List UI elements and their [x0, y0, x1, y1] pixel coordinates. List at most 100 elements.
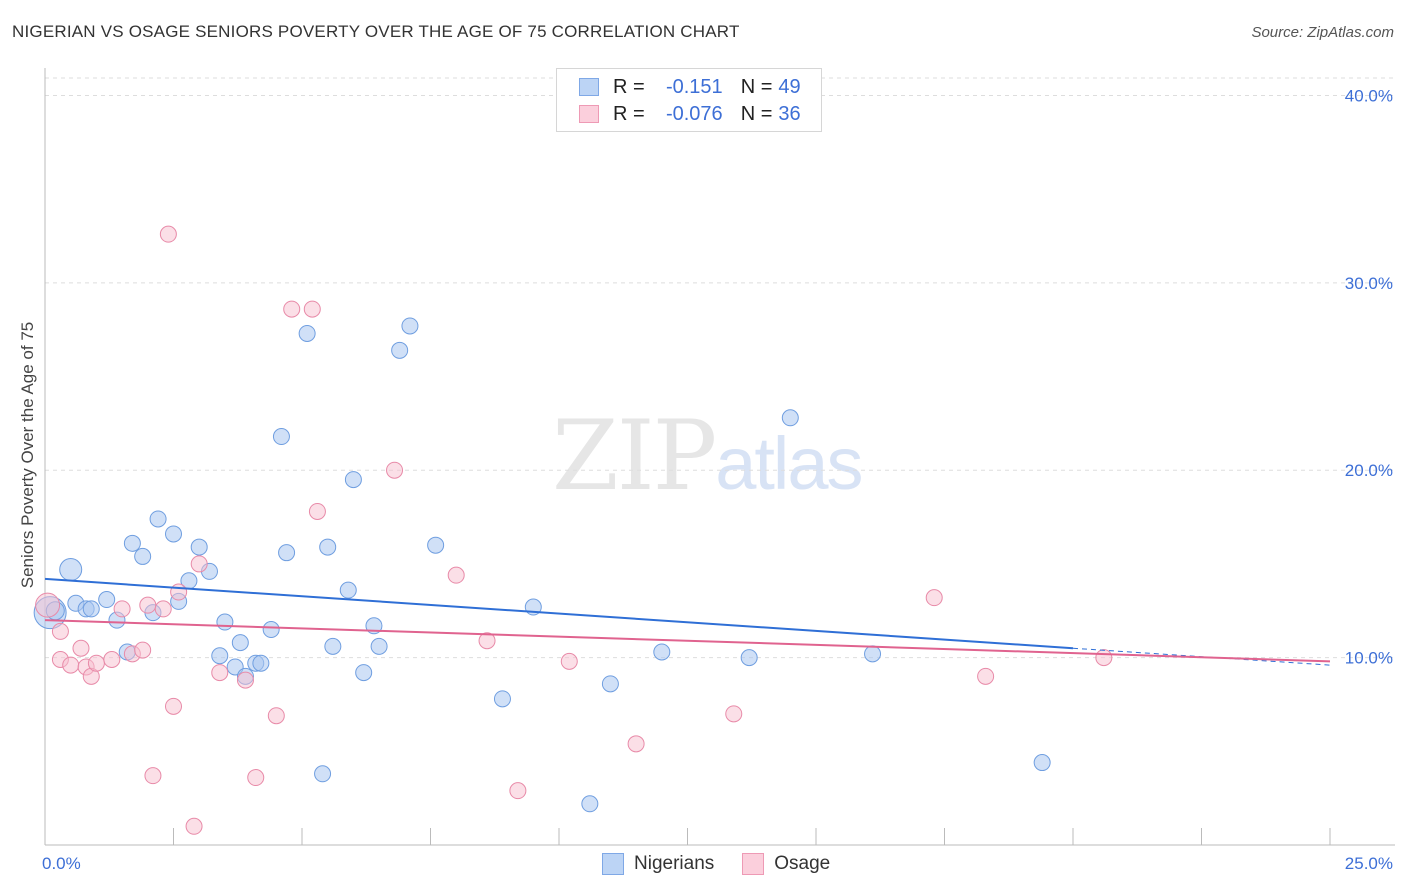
osage-point	[113, 600, 131, 618]
osage-point	[627, 735, 645, 753]
axes	[44, 68, 1395, 846]
chart-title: NIGERIAN VS OSAGE SENIORS POVERTY OVER T…	[12, 22, 740, 41]
osage-point	[478, 632, 496, 650]
r-label: R =	[613, 75, 645, 98]
legend-label: Nigerians	[634, 853, 715, 874]
nigerians-point	[740, 649, 758, 667]
stats-row-nigerians: R = -0.151 N = 49	[579, 74, 801, 100]
r-label: R =	[613, 102, 645, 125]
nigerians-points	[33, 317, 1051, 813]
osage-points	[35, 225, 1113, 835]
osage-point	[139, 596, 157, 614]
nigerians-point	[314, 765, 332, 783]
nigerians-point	[98, 591, 116, 609]
series-legend: Nigerians Osage	[602, 851, 858, 877]
n-label: N =	[740, 75, 773, 98]
nigerians-point	[82, 600, 100, 618]
nigerians-point	[262, 621, 280, 639]
osage-point	[51, 622, 69, 640]
stats-legend: R = -0.151 N = 49 R = -0.076 N = 36	[556, 68, 822, 132]
y-tick-label: 20.0%	[1345, 461, 1393, 480]
osage-point	[725, 705, 743, 723]
nigerians-point	[319, 538, 337, 556]
osage-point	[87, 654, 105, 672]
nigerians-point	[781, 409, 799, 427]
osage-point	[134, 641, 152, 659]
x-tick-labels: 0.0% 25.0%	[42, 854, 1393, 873]
nigerians-point	[252, 654, 270, 672]
osage-point	[103, 650, 121, 668]
osage-point	[386, 461, 404, 479]
n-value: 49	[778, 75, 801, 98]
y-tick-label: 30.0%	[1345, 274, 1393, 293]
osage-point	[303, 300, 321, 318]
nigerians-point	[355, 664, 373, 682]
nigerians-point	[298, 324, 316, 342]
osage-point	[925, 589, 943, 607]
nigerians-point	[864, 645, 882, 663]
nigerians-point	[653, 643, 671, 661]
nigerians-point	[324, 637, 342, 655]
osage-point	[185, 817, 203, 835]
r-value: -0.151	[665, 75, 723, 98]
nigerians-point	[427, 536, 445, 554]
nigerians-point	[339, 581, 357, 599]
nigerians-swatch	[602, 853, 624, 875]
y-tick-labels: 10.0% 20.0% 30.0% 40.0%	[1345, 86, 1393, 667]
nigerians-point	[165, 525, 182, 543]
y-tick-label: 10.0%	[1345, 649, 1393, 668]
legend-item-osage[interactable]: Osage	[742, 853, 830, 875]
osage-point	[1095, 649, 1113, 667]
n-label: N =	[740, 102, 773, 125]
osage-point	[447, 566, 465, 584]
nigerians-swatch	[579, 78, 599, 96]
chart-source: Source: ZipAtlas.com	[1251, 24, 1394, 41]
nigerians-point	[149, 510, 167, 528]
osage-point	[267, 707, 285, 725]
osage-point	[509, 782, 527, 800]
nigerians-point	[493, 690, 511, 708]
osage-point	[72, 639, 90, 657]
osage-point	[62, 656, 80, 674]
nigerians-point	[272, 428, 290, 446]
nigerians-point	[278, 544, 296, 562]
nigerians-point	[216, 613, 234, 631]
nigerians-point	[123, 534, 141, 552]
osage-point	[165, 697, 182, 715]
osage-swatch	[579, 105, 599, 123]
y-tick-label: 40.0%	[1345, 86, 1393, 105]
osage-point	[560, 652, 578, 670]
osage-point	[247, 769, 265, 787]
x-tick-label: 0.0%	[42, 854, 81, 873]
osage-point	[211, 664, 229, 682]
nigerians-point	[211, 647, 229, 665]
nigerians-point	[391, 341, 409, 359]
osage-swatch	[742, 853, 765, 875]
n-value: 36	[778, 102, 801, 125]
r-value: -0.076	[665, 102, 723, 125]
nigerians-point	[581, 795, 599, 813]
nigerians-point	[344, 471, 362, 489]
legend-item-nigerians[interactable]: Nigerians	[602, 853, 714, 875]
trend-lines	[44, 577, 1331, 666]
grid-lines	[45, 77, 1395, 659]
osage-point	[977, 667, 995, 685]
nigerians-trend-line	[44, 577, 1074, 650]
legend-label: Osage	[774, 853, 831, 874]
osage-point	[283, 300, 301, 318]
nigerians-point	[190, 538, 208, 556]
osage-point	[170, 583, 188, 601]
nigerians-point	[59, 558, 83, 582]
osage-point	[190, 555, 208, 573]
osage-point	[159, 225, 177, 243]
osage-point	[236, 671, 254, 689]
nigerians-point	[401, 317, 419, 335]
osage-point	[144, 767, 162, 785]
nigerians-point	[1033, 754, 1051, 772]
nigerians-point	[601, 675, 619, 693]
nigerians-point	[231, 634, 249, 652]
osage-trend-line	[44, 619, 1331, 663]
osage-point	[154, 600, 172, 618]
osage-point	[35, 592, 61, 618]
